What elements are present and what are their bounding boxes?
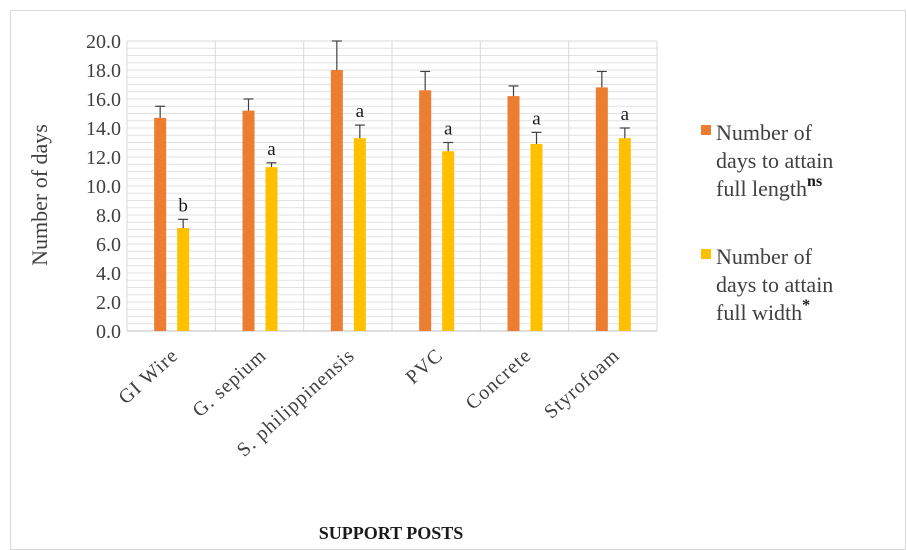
bar: [353, 138, 366, 331]
gridlines: [126, 40, 658, 332]
y-axis-title: Number of days: [27, 124, 52, 266]
bar: [177, 228, 190, 331]
legend-label: days to attain: [716, 272, 833, 297]
x-tick-label: G. sepium: [188, 344, 271, 421]
bar: [330, 70, 343, 331]
significance-letter: a: [356, 101, 365, 122]
legend-swatch: [701, 249, 711, 259]
bar: [442, 151, 455, 331]
x-tick-label: PVC: [402, 344, 448, 388]
significance-letter: a: [267, 139, 276, 160]
bar: [507, 96, 520, 331]
y-tick-label: 8.0: [96, 205, 121, 227]
legend-label: Number of: [716, 244, 813, 269]
y-tick-label: 10.0: [86, 176, 121, 198]
legend-superscript: *: [802, 297, 810, 314]
legend-label: days to attain: [716, 148, 833, 173]
bar: [419, 90, 432, 331]
legend-label: Number of: [716, 120, 813, 145]
legend-superscript: ns: [807, 173, 822, 190]
bar: [154, 117, 167, 331]
y-axis-ticks: 0.0 2.0 4.0 6.0 8.0 10.0 12.0 14.0 16.0 18.0 20.0: [86, 31, 121, 343]
y-tick-label: 18.0: [86, 60, 121, 82]
significance-letter: a: [621, 104, 630, 125]
bar-chart: 0.02.04.06.08.010.012.014.016.018.020.0 …: [27, 31, 833, 543]
y-tick-label: 4.0: [96, 263, 121, 285]
bars: [154, 70, 631, 332]
y-tick-label: 14.0: [86, 118, 121, 140]
significance-letter: b: [178, 195, 188, 216]
bar: [595, 87, 608, 332]
significance-letter: a: [444, 119, 453, 140]
legend-label: full width*: [716, 297, 810, 325]
bar: [618, 138, 631, 331]
x-axis-title: SUPPORT POSTS: [319, 523, 464, 543]
x-tick-label: Styrofoam: [540, 344, 624, 423]
legend-label: full lengthns: [716, 173, 822, 201]
legend-swatch: [701, 125, 711, 135]
significance-labels: b a a a a a: [178, 101, 629, 216]
y-tick-label: 20.0: [86, 31, 121, 53]
x-tick-label: Concrete: [462, 344, 536, 414]
y-tick-label: 12.0: [86, 147, 121, 169]
significance-letter: a: [532, 108, 541, 129]
chart-frame: 0.0 2.0 4.0 6.0 8.0 10.0 12.0 14.0 16.0 18.0 20.0 …: [10, 10, 906, 550]
bar: [530, 143, 543, 331]
bar: [242, 110, 255, 331]
bar: [265, 167, 278, 331]
y-tick-label: 16.0: [86, 89, 121, 111]
y-tick-label: 2.0: [96, 292, 121, 314]
y-tick-label: 0.0: [96, 321, 121, 343]
y-tick-label: 6.0: [96, 234, 121, 256]
error-bars: [155, 40, 630, 229]
x-tick-label: GI Wire: [114, 344, 182, 408]
